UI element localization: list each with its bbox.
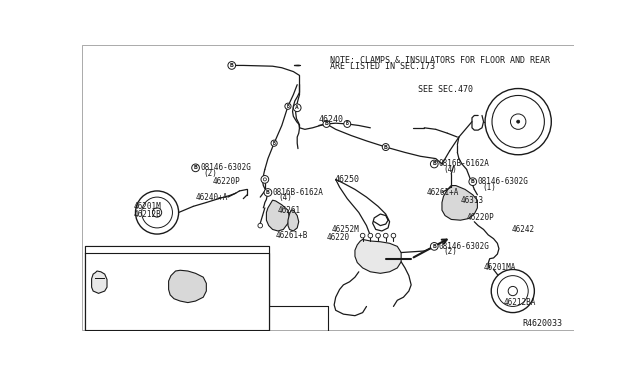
Text: B: B <box>346 121 349 126</box>
Text: 08146-6302G: 08146-6302G <box>200 163 251 172</box>
Text: 08146-6302G: 08146-6302G <box>477 177 528 186</box>
Circle shape <box>192 164 200 172</box>
Text: (1): (1) <box>482 183 496 192</box>
Text: 46212BA: 46212BA <box>504 298 536 307</box>
Circle shape <box>261 176 269 183</box>
FancyBboxPatch shape <box>83 45 573 330</box>
Circle shape <box>516 120 520 123</box>
Text: A: A <box>295 105 299 110</box>
Text: 46242: 46242 <box>511 225 534 234</box>
Polygon shape <box>92 271 107 294</box>
Circle shape <box>141 197 172 228</box>
Circle shape <box>178 286 186 294</box>
Text: B: B <box>287 104 289 109</box>
Circle shape <box>391 233 396 238</box>
Circle shape <box>492 96 545 148</box>
FancyBboxPatch shape <box>86 246 269 331</box>
Text: (2): (2) <box>204 169 217 178</box>
Text: 46220P: 46220P <box>212 177 240 186</box>
Text: 46201MA: 46201MA <box>484 263 516 272</box>
Text: B: B <box>433 244 436 249</box>
Text: 46201M: 46201M <box>133 202 161 211</box>
Polygon shape <box>355 240 401 273</box>
Circle shape <box>376 233 380 238</box>
Circle shape <box>293 104 301 112</box>
Text: 46240+A: 46240+A <box>196 193 228 202</box>
Circle shape <box>511 114 526 129</box>
Text: B: B <box>384 145 388 150</box>
Text: B: B <box>433 161 436 167</box>
Text: (4): (4) <box>444 165 458 174</box>
Text: 46313: 46313 <box>460 196 484 205</box>
Text: 46250: 46250 <box>334 175 359 184</box>
Text: 46252M: 46252M <box>332 225 360 234</box>
Circle shape <box>344 121 351 128</box>
Text: B: B <box>471 179 475 184</box>
Circle shape <box>431 243 438 250</box>
Circle shape <box>271 140 277 146</box>
Circle shape <box>469 178 477 186</box>
Circle shape <box>136 191 179 234</box>
Text: 46220: 46220 <box>326 232 349 242</box>
Polygon shape <box>168 270 206 302</box>
Circle shape <box>497 276 528 307</box>
Text: 46289: 46289 <box>95 314 118 323</box>
Text: B: B <box>324 121 328 126</box>
Text: 0816B-6162A: 0816B-6162A <box>439 160 490 169</box>
Text: 46212B: 46212B <box>133 209 161 218</box>
Text: A: A <box>101 261 106 267</box>
Text: 46271(W/□VDC): 46271(W/□VDC) <box>172 310 232 319</box>
Polygon shape <box>442 186 477 220</box>
Circle shape <box>508 286 517 296</box>
Circle shape <box>99 260 108 269</box>
Text: B: B <box>273 141 276 146</box>
Circle shape <box>485 89 551 155</box>
Text: 46289+A(W/VDC): 46289+A(W/VDC) <box>172 317 237 326</box>
Text: 46261: 46261 <box>278 206 301 215</box>
Circle shape <box>360 233 365 238</box>
Circle shape <box>192 286 200 294</box>
Polygon shape <box>266 200 289 231</box>
Text: SEE SEC.470: SEE SEC.470 <box>418 85 473 94</box>
Circle shape <box>383 233 388 238</box>
Circle shape <box>431 160 438 168</box>
Text: ARE LISTED IN SEC.173: ARE LISTED IN SEC.173 <box>330 62 435 71</box>
Circle shape <box>263 178 266 181</box>
Text: NOTE: CLAMPS & INSULATORS FOR FLOOR AND REAR: NOTE: CLAMPS & INSULATORS FOR FLOOR AND … <box>330 56 550 65</box>
Text: 08146-6302G: 08146-6302G <box>439 242 490 251</box>
Circle shape <box>258 223 262 228</box>
Text: R4620033: R4620033 <box>523 319 563 328</box>
Circle shape <box>264 189 272 196</box>
Text: B: B <box>266 190 270 195</box>
Text: 46240: 46240 <box>319 115 344 124</box>
Text: 46261+B: 46261+B <box>276 231 308 240</box>
Circle shape <box>382 144 389 151</box>
Circle shape <box>285 103 291 109</box>
Circle shape <box>228 62 236 69</box>
Text: B: B <box>230 63 234 68</box>
Text: (2): (2) <box>444 247 458 256</box>
Circle shape <box>194 288 197 291</box>
Text: B: B <box>194 165 197 170</box>
Circle shape <box>323 121 330 128</box>
Text: 46261+A: 46261+A <box>427 188 459 197</box>
Text: B: B <box>189 261 194 267</box>
Text: 0816B-6162A: 0816B-6162A <box>273 188 323 197</box>
Circle shape <box>492 269 534 312</box>
FancyBboxPatch shape <box>86 246 269 331</box>
Circle shape <box>180 288 183 291</box>
Circle shape <box>368 233 372 238</box>
Polygon shape <box>288 210 299 231</box>
Circle shape <box>187 260 196 269</box>
Text: 46220P: 46220P <box>467 214 494 222</box>
Text: (4): (4) <box>278 193 292 202</box>
Circle shape <box>152 208 162 217</box>
